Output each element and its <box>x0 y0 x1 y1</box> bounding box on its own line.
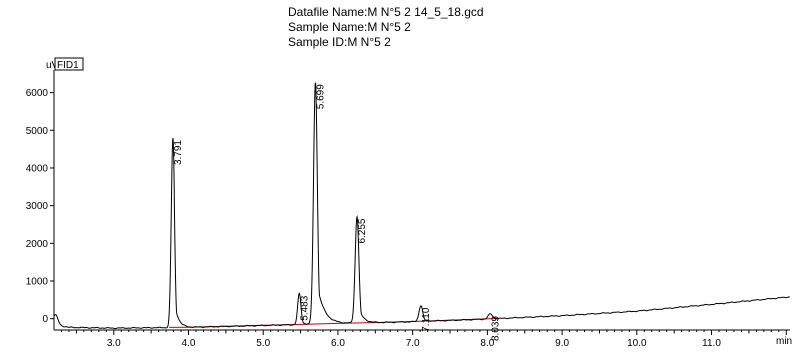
x-tick-label: 6.0 <box>331 338 345 349</box>
y-tick-label: 0 <box>42 314 48 325</box>
x-tick-label: 10.0 <box>627 338 647 349</box>
channel-label: FID1 <box>57 60 79 71</box>
peak-label: 6.255 <box>357 218 368 243</box>
y-tick-label: 5000 <box>26 126 49 137</box>
y-tick-label: 3000 <box>26 201 49 212</box>
y-tick-label: 1000 <box>26 277 49 288</box>
y-tick-label: 2000 <box>26 239 49 250</box>
y-ticks: 0 1000 2000 3000 4000 5000 6000 <box>26 88 54 325</box>
peak-label: 7.110 <box>421 307 432 332</box>
x-tick-label: 8.0 <box>480 338 494 349</box>
x-tick-label: 4.0 <box>182 338 196 349</box>
x-axis-label: min <box>776 336 792 347</box>
sample-name: Sample Name:M N°5 2 <box>288 20 411 34</box>
chart-header: Datafile Name:M N°5 2 14_5_18.gcd Sample… <box>288 5 484 50</box>
axes <box>53 70 790 331</box>
peak-label: 3.791 <box>173 140 184 165</box>
chromatogram-trace <box>53 82 790 330</box>
x-ticks: 3.0 4.0 5.0 6.0 7.0 8.0 9.0 10.0 11.0 <box>60 330 787 349</box>
datafile-name: Datafile Name:M N°5 2 14_5_18.gcd <box>288 5 484 19</box>
peak-label: 5.699 <box>315 84 326 109</box>
y-tick-label: 6000 <box>26 88 49 99</box>
y-tick-label: 4000 <box>26 163 49 174</box>
x-tick-label: 11.0 <box>702 338 721 349</box>
peak-label: 8.039 <box>490 316 501 341</box>
x-tick-label: 7.0 <box>406 338 420 349</box>
sample-id: Sample ID:M N°5 2 <box>288 35 391 49</box>
x-tick-label: 5.0 <box>256 338 270 349</box>
x-tick-label: 9.0 <box>555 338 569 349</box>
x-tick-label: 3.0 <box>107 338 121 349</box>
y-axis-label: uV <box>46 60 59 71</box>
channel-label-box: FID1 <box>54 57 84 71</box>
peak-label: 5.483 <box>299 295 310 320</box>
peak-labels: 3.791 5.483 5.699 6.255 7.110 8.039 <box>173 84 501 341</box>
